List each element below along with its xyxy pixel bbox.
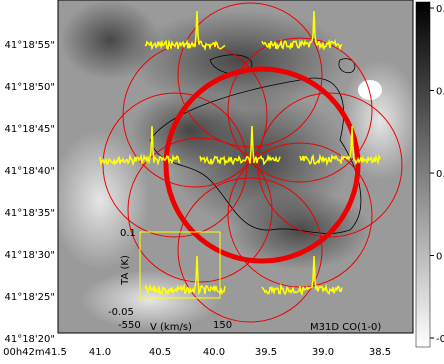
colorbar-label: 0.3 (436, 4, 444, 15)
spectrum (99, 125, 181, 167)
spectrum (261, 255, 343, 297)
dec-label: 41°18'35" (4, 208, 55, 219)
field-label: M31D CO(1-0) (310, 322, 381, 333)
inset-label: -550 (118, 320, 141, 331)
dec-label: 41°18'30" (4, 250, 55, 261)
spectrum (299, 125, 381, 167)
colorbar-label: 0 (436, 252, 442, 263)
dec-label: 41°18'20" (4, 334, 55, 345)
inset-label: 0.1 (120, 228, 136, 239)
spectrum (144, 10, 226, 52)
dec-label: 41°18'25" (4, 292, 55, 303)
dec-label: 41°18'55" (4, 40, 55, 51)
colorbar-label: -0.1 (436, 334, 444, 345)
colorbar-label: 0.1 (436, 169, 444, 180)
dec-label: 41°18'50" (4, 82, 55, 93)
inset-label: V (km/s) (150, 322, 192, 333)
ra-label: 00h42m41.5 (3, 347, 67, 358)
frame (57, 0, 414, 334)
spectrum (261, 10, 343, 51)
dec-label: 41°18'40" (4, 166, 55, 177)
colorbar (415, 1, 431, 348)
ra-label: 38.5 (369, 347, 391, 358)
ra-label: 39.5 (255, 347, 277, 358)
inset-label: -0.05 (108, 307, 134, 318)
ra-label: 41.0 (89, 347, 111, 358)
ra-label: 40.0 (203, 347, 225, 358)
colorbar-label: 0.2 (436, 87, 444, 98)
sky-image (58, 0, 413, 333)
ra-label: 39.0 (312, 347, 334, 358)
inset-label: 150 (213, 320, 232, 331)
ra-label: 40.5 (149, 347, 171, 358)
dec-label: 41°18'45" (4, 124, 55, 135)
spectrum (199, 125, 281, 167)
inset-label: TA (K) (120, 255, 131, 286)
spectrum (144, 255, 226, 296)
